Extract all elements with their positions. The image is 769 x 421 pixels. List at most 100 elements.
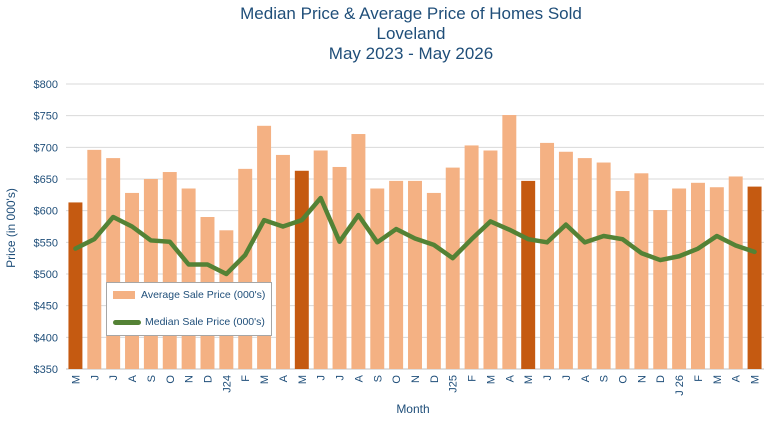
y-tick-label: $700 (34, 142, 58, 154)
x-tick-label: A (353, 374, 365, 382)
y-axis-title: Price (in 000's) (4, 188, 18, 268)
bar (68, 202, 83, 369)
bar (143, 179, 158, 369)
x-tick-label: O (391, 375, 403, 384)
x-axis-title: Month (396, 402, 429, 416)
x-tick-label: J (108, 375, 120, 381)
x-tick-label: N (410, 375, 422, 383)
x-tick-label: J (335, 375, 347, 381)
bar (596, 162, 611, 369)
x-tick-label: M (259, 375, 271, 384)
bar (162, 172, 177, 369)
bar (238, 168, 253, 369)
x-tick-label: M (750, 375, 762, 384)
x-tick-label: F (240, 375, 252, 382)
x-tick-label: M (297, 375, 309, 384)
bar (502, 115, 517, 370)
x-tick-label: M (485, 375, 497, 384)
bar (653, 210, 668, 369)
bar (370, 188, 385, 369)
bar (728, 176, 743, 369)
x-tick-label: J (316, 375, 328, 381)
legend: Average Sale Price (000's) Median Sale P… (106, 282, 272, 336)
chart-title: Median Price & Average Price of Homes So… (0, 4, 769, 64)
x-tick-label: S (146, 375, 158, 382)
x-tick-label: J25 (448, 375, 460, 393)
y-tick-label: $550 (34, 237, 58, 249)
x-tick-label: S (599, 375, 611, 382)
bar (106, 158, 121, 369)
x-tick-label: F (467, 375, 479, 382)
bar (313, 150, 328, 369)
x-tick-label: J 26 (674, 375, 686, 396)
bar (521, 180, 536, 369)
legend-label-average: Average Sale Price (000's) (141, 289, 266, 301)
y-tick-label: $800 (34, 79, 58, 91)
x-tick-label: O (618, 375, 630, 384)
x-tick-label: S (372, 375, 384, 382)
x-tick-label: J24 (221, 375, 233, 393)
y-tick-label: $400 (34, 332, 58, 344)
bar (87, 149, 102, 369)
x-tick-label: M (523, 375, 535, 384)
x-tick-label: A (504, 374, 516, 382)
bar (634, 173, 649, 369)
x-tick-label: O (165, 375, 177, 384)
chart-title-line-2: Loveland (376, 24, 446, 43)
bar (294, 170, 309, 369)
bar (464, 145, 479, 369)
bar (125, 192, 140, 369)
bar (275, 154, 290, 369)
x-tick-label: A (731, 374, 743, 382)
bar (690, 182, 705, 369)
x-tick-label: D (655, 375, 667, 383)
y-tick-label: $600 (34, 206, 58, 218)
bar (351, 134, 366, 369)
bar (408, 180, 422, 369)
bar (709, 187, 724, 369)
x-tick-label: F (693, 375, 705, 382)
x-tick-label: J (542, 375, 554, 381)
x-tick-label: D (202, 375, 214, 383)
x-tick-label: J (561, 375, 573, 381)
y-axis-ticks: $350 $400 $450 $500 $550 $600 $650 $700 $750 $800 (34, 79, 58, 376)
y-tick-label: $350 (34, 364, 58, 376)
y-tick-label: $650 (34, 174, 58, 186)
legend-item-average: Average Sale Price (000's) (113, 289, 265, 301)
x-tick-label: A (278, 374, 290, 382)
bar (389, 180, 404, 369)
line-series (73, 195, 757, 277)
bar (426, 192, 441, 369)
x-axis-ticks: M J J A S O N D J24 F M A M J J A S O N D J25 F M A M J J A S O N D J 26… (70, 374, 761, 395)
median-line (73, 195, 757, 277)
bar (558, 151, 573, 369)
bar (332, 166, 347, 369)
bar (445, 167, 460, 369)
legend-swatch-average (113, 291, 135, 299)
x-tick-label: D (429, 375, 441, 383)
x-tick-label: J (89, 375, 101, 381)
x-tick-label: A (127, 374, 139, 382)
bar-series (68, 115, 762, 370)
legend-label-median: Median Sale Price (000's) (145, 316, 265, 328)
x-tick-label: M (70, 375, 82, 384)
chart-title-line-3: May 2023 - May 2026 (328, 44, 494, 63)
y-tick-label: $750 (34, 111, 58, 123)
bar (577, 158, 592, 369)
x-tick-label: M (712, 375, 724, 384)
legend-swatch-median (113, 319, 141, 325)
chart-title-line-1: Median Price & Average Price of Homes So… (240, 4, 582, 23)
x-tick-label: N (636, 375, 648, 383)
bar (540, 142, 555, 369)
legend-item-median: Median Sale Price (000's) (113, 316, 265, 328)
x-tick-label: N (184, 375, 196, 383)
bar (615, 191, 630, 369)
bar (672, 188, 687, 369)
x-tick-label: A (580, 374, 592, 382)
bar (181, 188, 196, 369)
y-tick-label: $450 (34, 301, 58, 313)
bar (747, 186, 762, 369)
bar (483, 150, 498, 369)
y-tick-label: $500 (34, 269, 58, 281)
